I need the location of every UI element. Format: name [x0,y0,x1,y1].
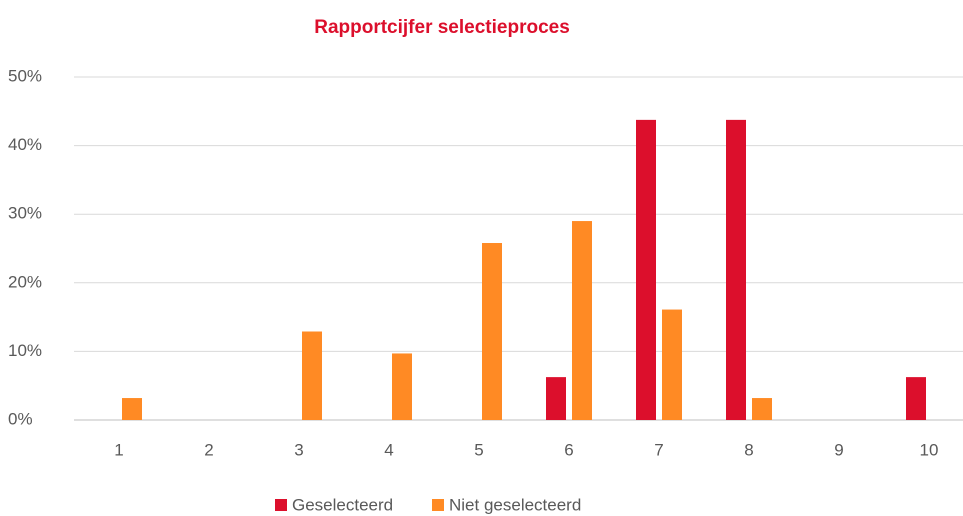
x-tick-label: 3 [294,440,303,459]
bar [482,243,502,420]
bar [572,221,592,420]
bar [662,309,682,420]
y-tick-label: 30% [8,204,42,223]
bar [122,398,142,420]
x-tick-label: 4 [384,440,393,459]
legend-label: Niet geselecteerd [449,495,581,514]
bar [546,377,566,420]
y-tick-label: 10% [8,341,42,360]
bar [636,119,656,420]
x-tick-label: 6 [564,440,573,459]
x-tick-label: 2 [204,440,213,459]
bar [726,119,746,420]
x-tick-label: 9 [834,440,843,459]
legend-swatch [275,499,287,511]
y-tick-label: 40% [8,135,42,154]
bar [392,353,412,420]
bar [302,331,322,420]
bar [906,377,926,420]
x-tick-label: 7 [654,440,663,459]
x-tick-label: 1 [114,440,123,459]
legend-swatch [432,499,444,511]
y-tick-label: 20% [8,272,42,291]
x-tick-label: 8 [744,440,753,459]
legend-label: Geselecteerd [292,495,393,514]
x-tick-label: 5 [474,440,483,459]
x-tick-label: 10 [920,440,939,459]
y-tick-label: 50% [8,66,42,85]
y-tick-label: 0% [8,409,33,428]
bar [752,398,772,420]
chart-title: Rapportcijfer selectieproces [314,17,570,38]
